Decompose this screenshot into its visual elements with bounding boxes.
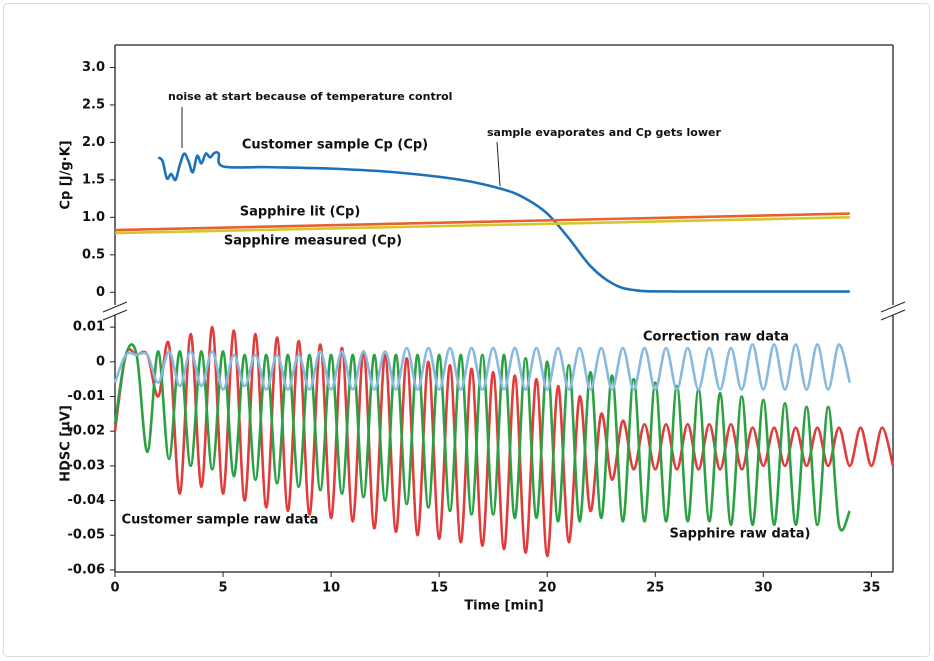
series-label: Sapphire measured (Cp) [224,234,402,249]
series-line [114,212,850,232]
y-tick-label: 0 [96,354,105,369]
x-tick-label: 30 [754,581,772,596]
y-tick-label: 0.5 [82,247,105,262]
y-axis-label: HDSC [µV] [59,405,74,482]
x-tick-label: 25 [646,581,664,596]
y-tick-label: -0.04 [68,493,105,508]
x-tick-label: 10 [322,581,340,596]
series-label: Sapphire lit (Cp) [240,205,361,220]
y-axis-label: Cp [J/g·K] [59,140,74,209]
axis-break [880,309,906,321]
y-tick-label: 2.5 [82,97,105,112]
series-line [113,325,895,558]
axis-break-gap [101,307,129,313]
series-line [114,216,850,235]
y-tick-label: -0.02 [68,424,105,439]
x-tick-label: 0 [110,581,119,596]
x-tick-label: 15 [430,581,448,596]
series-line [113,343,851,532]
y-tick-label: -0.01 [68,389,105,404]
annotation: sample evaporates and Cp gets lower [487,126,721,139]
y-tick-label: 3.0 [82,60,105,75]
y-tick-label: 0.01 [73,320,105,335]
x-tick-label: 20 [538,581,556,596]
series-line [113,343,852,391]
axis-break [880,301,906,313]
x-tick-label: 35 [862,581,880,596]
x-axis-label: Time [min] [464,599,543,614]
y-tick-label: 1.0 [82,210,105,225]
annotation: noise at start because of temperature co… [168,90,452,103]
axis-break [102,301,128,313]
axis-break-gap [879,307,907,313]
series-label: Customer sample Cp (Cp) [242,138,428,153]
series-label: Correction raw data [643,330,789,345]
y-tick-label: -0.03 [68,458,105,473]
y-tick-label: -0.06 [68,562,105,577]
x-tick-label: 5 [219,581,228,596]
panel-border [3,3,930,657]
y-tick-label: 1.5 [82,172,105,187]
y-tick-label: 2.0 [82,135,105,150]
series-label: Customer sample raw data [122,513,319,528]
series-line [157,150,850,293]
series-label: Sapphire raw data) [670,527,811,542]
y-tick-label: -0.05 [68,528,105,543]
y-tick-label: 0 [96,285,105,300]
annotation-pointer [496,141,501,187]
axis-break [102,309,128,321]
